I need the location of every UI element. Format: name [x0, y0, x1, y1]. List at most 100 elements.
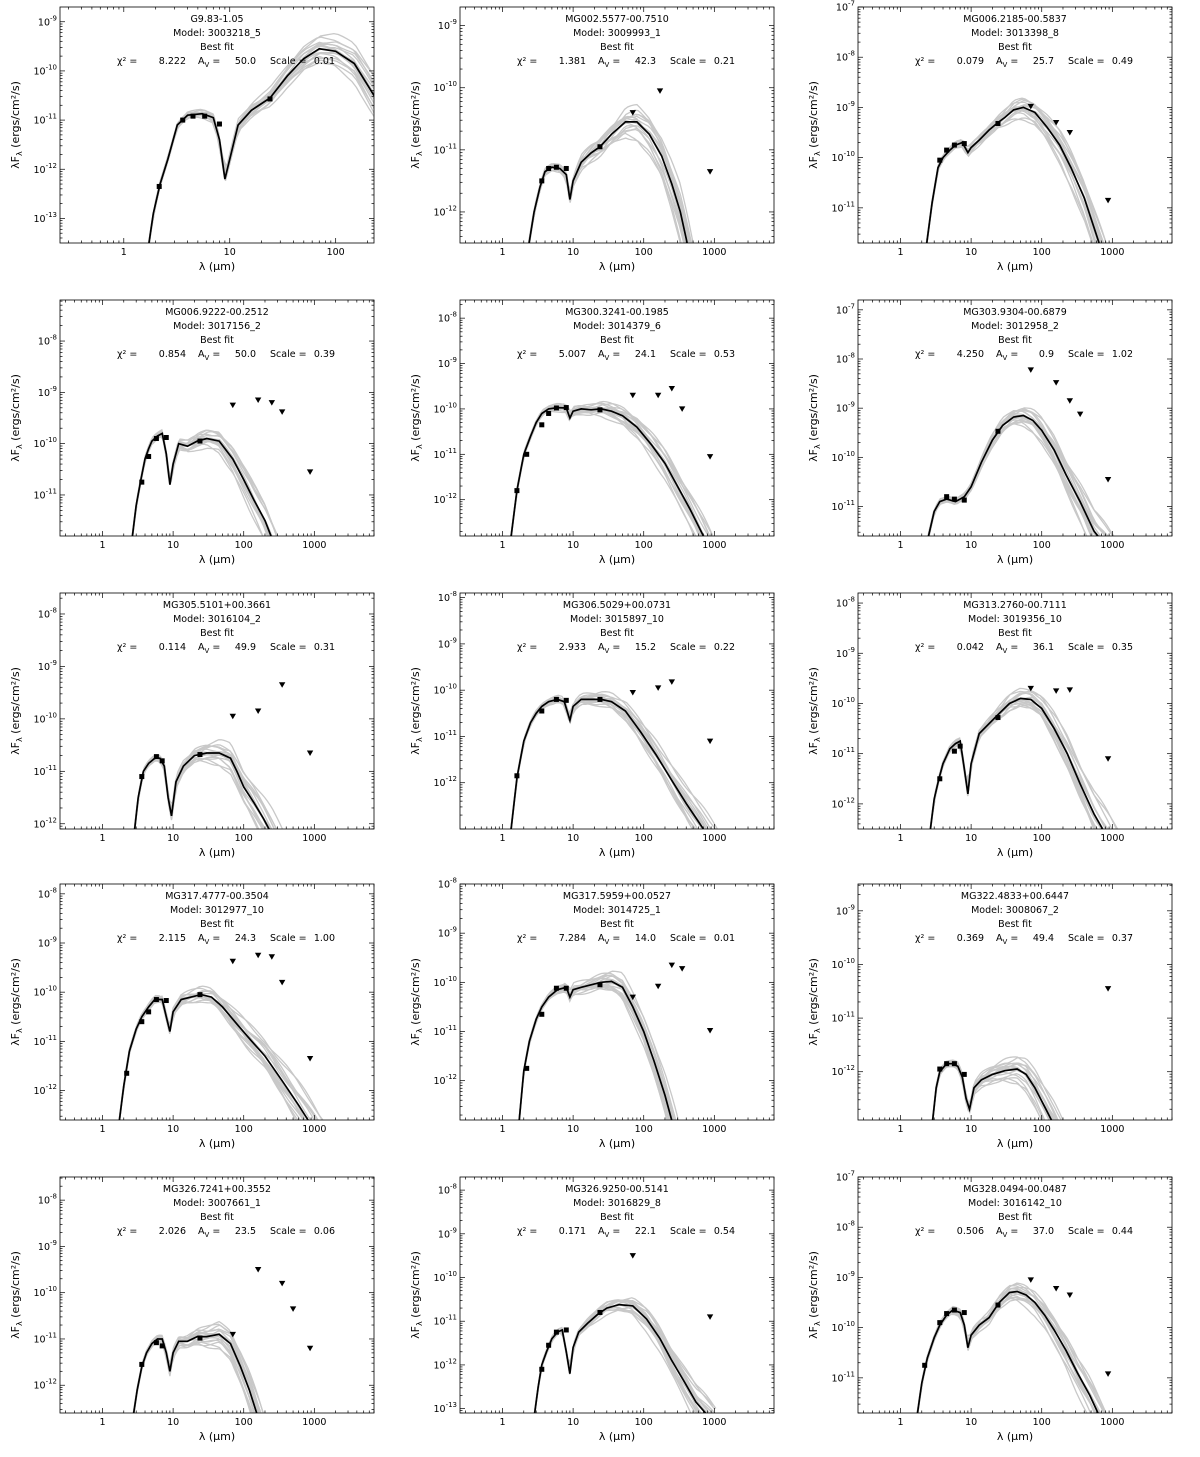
x-tick-label: 1 [499, 540, 505, 551]
x-tick-label: 100 [1033, 247, 1051, 258]
x-tick-label: 1000 [1100, 1124, 1124, 1135]
panel-title: MG306.5029+00.0731 [563, 600, 671, 611]
data-point [139, 1019, 145, 1025]
y-tick-label: 10-10 [831, 957, 855, 971]
model-fit-line [133, 757, 265, 829]
model-fit-line [133, 1332, 259, 1413]
sed-panel: 1 10 100 1000 10-11 10-10 10-9 10-8 10-7 λ (μm) λF… [807, 299, 1173, 566]
x-axis-label: λ (μm) [997, 846, 1033, 859]
chi2-label: χ² = [517, 933, 537, 944]
chi2-label: χ² = [117, 349, 137, 360]
upper-limit-marker [654, 983, 662, 990]
chi2-value: 0.079 [957, 56, 984, 67]
av-value: 50.0 [235, 56, 256, 67]
y-tick-label: 10-10 [433, 975, 457, 989]
y-axis-label: λFλ (ergs/cm²/s) [9, 374, 24, 462]
model-fit-line [510, 406, 702, 536]
upper-limit-marker [278, 682, 286, 688]
x-tick-label: 10 [567, 540, 579, 551]
scale-value: 1.02 [1112, 349, 1133, 360]
sed-panel: 1 10 100 1000 10-12 10-11 10-10 10-9 10-8 λ (μm) λ… [807, 592, 1173, 859]
x-tick-label: 1000 [302, 1417, 326, 1428]
y-tick-label: 10-11 [433, 1314, 457, 1328]
av-value: 24.3 [235, 933, 256, 944]
y-axis-label: λFλ (ergs/cm²/s) [9, 958, 24, 1046]
upper-limit-marker [1052, 119, 1060, 126]
x-tick-label: 1 [99, 1417, 105, 1428]
plot-frame [459, 299, 775, 537]
best-fit-line [916, 1290, 1099, 1413]
chi2-label: χ² = [517, 1226, 537, 1237]
x-tick-label: 10 [965, 247, 977, 258]
x-tick-label: 10 [965, 1417, 977, 1428]
av-value: 24.1 [635, 349, 656, 360]
model-fit-line [118, 996, 302, 1120]
plot-area [925, 97, 1112, 243]
scale-label: Scale = [670, 349, 707, 360]
x-tick-label: 10 [224, 247, 236, 258]
plot-area [510, 386, 714, 536]
panel-title: MG300.3241-00.1985 [565, 307, 669, 318]
upper-limit-marker [306, 1056, 314, 1062]
chi2-label: χ² = [117, 56, 137, 67]
av-value: 14.0 [635, 933, 656, 944]
chi2-label: χ² = [915, 349, 935, 360]
chi2-label: χ² = [117, 642, 137, 653]
model-fit-line [510, 406, 705, 536]
model-fit-line [929, 687, 1119, 829]
model-fit-line [926, 101, 1107, 243]
y-tick-label: 10-8 [38, 606, 57, 620]
best-fit-line [510, 406, 705, 536]
x-tick-label: 1 [897, 540, 903, 551]
y-tick-label: 10-11 [433, 729, 457, 743]
chi2-label: χ² = [117, 1226, 137, 1237]
chi2-value: 1.381 [559, 56, 586, 67]
y-axis-label: λFλ (ergs/cm²/s) [807, 667, 822, 755]
upper-limit-marker [278, 1280, 286, 1287]
model-label: Model: 3014379_6 [573, 321, 661, 332]
x-tick-label: 100 [635, 540, 653, 551]
x-tick-label: 100 [1033, 833, 1051, 844]
plot-frame [857, 1176, 1173, 1414]
model-fit-line [148, 57, 374, 243]
model-fit-line [930, 705, 1097, 829]
model-fit-line [930, 690, 1118, 829]
upper-limit-marker [629, 110, 636, 116]
upper-limit-marker [254, 952, 262, 959]
upper-limit-marker [229, 1331, 236, 1338]
upper-limit-marker [1027, 103, 1034, 110]
y-tick-label: 10-13 [33, 211, 57, 225]
y-tick-label: 10-11 [433, 447, 457, 461]
chi2-value: 8.222 [159, 56, 186, 67]
scale-value: 0.01 [714, 933, 735, 944]
model-fit-line [929, 701, 1102, 829]
av-label: AV = [996, 56, 1018, 69]
y-tick-label: 10-11 [33, 1034, 57, 1048]
data-point [961, 141, 967, 147]
upper-limit-marker [229, 402, 236, 409]
x-tick-label: 10 [567, 1417, 579, 1428]
plot-area [929, 685, 1119, 829]
data-point [197, 752, 203, 758]
y-axis-label: λFλ (ergs/cm²/s) [409, 958, 424, 1046]
y-tick-label: 10-13 [433, 1401, 457, 1415]
x-axis-label: λ (μm) [997, 1137, 1033, 1150]
data-point [961, 1310, 967, 1316]
upper-limit-marker [629, 689, 636, 696]
model-label: Model: 3015897_10 [570, 614, 664, 625]
y-axis-label: λFλ (ergs/cm²/s) [807, 1251, 822, 1339]
x-axis-label: λ (μm) [599, 260, 635, 273]
model-fit-line [510, 404, 706, 536]
x-axis-label: λ (μm) [599, 846, 635, 859]
x-tick-label: 10 [167, 540, 179, 551]
av-label: AV = [598, 642, 620, 655]
plot-area [527, 88, 714, 243]
data-point [951, 496, 957, 502]
y-tick-label: 10-12 [831, 796, 855, 810]
model-fit-line [510, 406, 701, 536]
av-value: 49.4 [1033, 933, 1054, 944]
panel-title: MG317.5959+00.0527 [563, 891, 671, 902]
y-tick-label: 10-10 [433, 1270, 457, 1284]
y-tick-label: 10-8 [438, 311, 457, 325]
x-axis-label: λ (μm) [199, 1430, 235, 1443]
